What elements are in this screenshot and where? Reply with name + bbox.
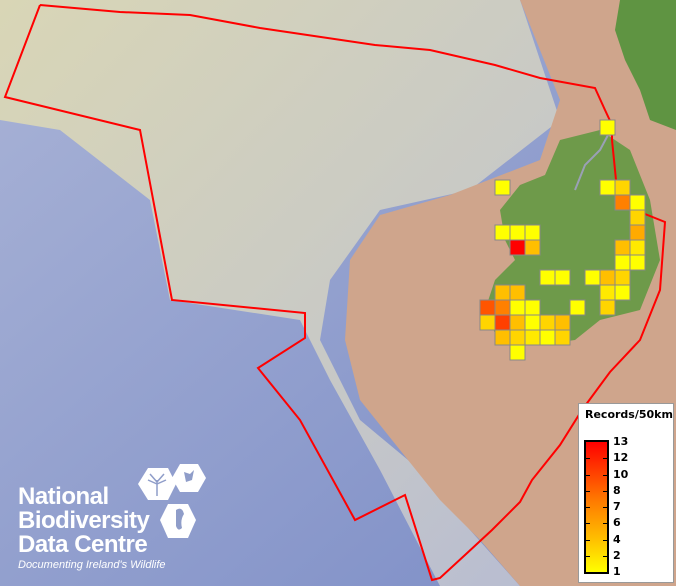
grid-cell[interactable] [599, 179, 616, 196]
grid-cell[interactable] [509, 239, 526, 256]
grid-cell[interactable] [599, 269, 616, 286]
ndbc-logo: National Biodiversity Data Centre Docume… [18, 483, 166, 572]
grid-cell[interactable] [509, 299, 526, 316]
scotland-land [615, 0, 676, 130]
grid-cell[interactable] [554, 269, 571, 286]
grid-cell[interactable] [509, 329, 526, 346]
legend-title: Records/50km [585, 408, 673, 421]
grid-cell[interactable] [524, 314, 541, 331]
legend-label: 8 [613, 483, 621, 497]
legend-tick [603, 474, 607, 476]
legend-tick [586, 507, 590, 508]
legend-label: 7 [613, 500, 621, 513]
grid-cell[interactable] [509, 284, 526, 301]
grid-cell[interactable] [629, 194, 646, 211]
legend-label: 10 [613, 467, 629, 481]
legend-label: 12 [613, 451, 629, 465]
legend-label: 13 [613, 435, 629, 448]
legend-label: 1 [613, 565, 621, 578]
grid-cell[interactable] [494, 329, 511, 346]
grid-cell[interactable] [614, 194, 631, 211]
grid-cell[interactable] [614, 269, 631, 286]
logo-line-2: Biodiversity [18, 507, 150, 534]
legend-tick [603, 458, 607, 460]
logo-line-1: National [18, 483, 109, 510]
legend-tick [586, 490, 590, 492]
grid-cell[interactable] [494, 284, 511, 301]
legend-tick [603, 539, 607, 541]
logo-tagline: Documenting Ireland's Wildlife [18, 559, 166, 571]
grid-cell[interactable] [599, 119, 616, 136]
grid-cell[interactable] [554, 314, 571, 331]
legend-label: 4 [613, 532, 621, 546]
legend-tick [586, 539, 590, 541]
grid-cell[interactable] [629, 254, 646, 271]
grid-cell[interactable] [629, 224, 646, 241]
grid-cell[interactable] [599, 299, 616, 316]
grid-cell[interactable] [494, 179, 511, 196]
maritime-boundary [3, 4, 667, 582]
legend-tick [586, 523, 590, 525]
legend-tick [603, 507, 607, 508]
legend-tick [603, 523, 607, 525]
legend-color-ramp [584, 440, 609, 574]
grid-cell[interactable] [509, 224, 526, 241]
grid-cell[interactable] [509, 314, 526, 331]
border-line [574, 134, 609, 191]
grid-cell[interactable] [539, 314, 556, 331]
legend-tick [586, 474, 590, 476]
grid-cell[interactable] [629, 239, 646, 256]
legend-tick [586, 555, 590, 557]
grid-cell[interactable] [509, 344, 526, 361]
grid-cell[interactable] [479, 314, 496, 331]
ndbc-logo-icon [132, 462, 212, 546]
logo-line-3: Data Centre [18, 531, 148, 558]
legend: Records/50km 13 12 10 8 7 6 4 2 1 [578, 403, 674, 583]
grid-cell[interactable] [629, 209, 646, 226]
grid-cell[interactable] [554, 329, 571, 346]
grid-cells [479, 119, 646, 361]
grid-cell[interactable] [539, 329, 556, 346]
grid-cell[interactable] [524, 239, 541, 256]
grid-cell[interactable] [539, 269, 556, 286]
grid-cell[interactable] [599, 284, 616, 301]
grid-cell[interactable] [614, 254, 631, 271]
legend-label: 6 [613, 516, 621, 530]
grid-cell[interactable] [494, 299, 511, 316]
continental-shelf [0, 0, 560, 586]
legend-label: 2 [613, 548, 621, 562]
grid-cell[interactable] [494, 314, 511, 331]
legend-tick [603, 555, 607, 557]
grid-cell[interactable] [524, 299, 541, 316]
grid-cell[interactable] [569, 299, 586, 316]
legend-tick [586, 458, 590, 460]
grid-cell[interactable] [494, 224, 511, 241]
grid-cell[interactable] [614, 239, 631, 256]
legend-tick [603, 490, 607, 492]
grid-cell[interactable] [524, 329, 541, 346]
grid-cell[interactable] [614, 284, 631, 301]
grid-cell[interactable] [479, 299, 496, 316]
grid-cell[interactable] [524, 224, 541, 241]
grid-cell[interactable] [614, 179, 631, 196]
grid-cell[interactable] [584, 269, 601, 286]
